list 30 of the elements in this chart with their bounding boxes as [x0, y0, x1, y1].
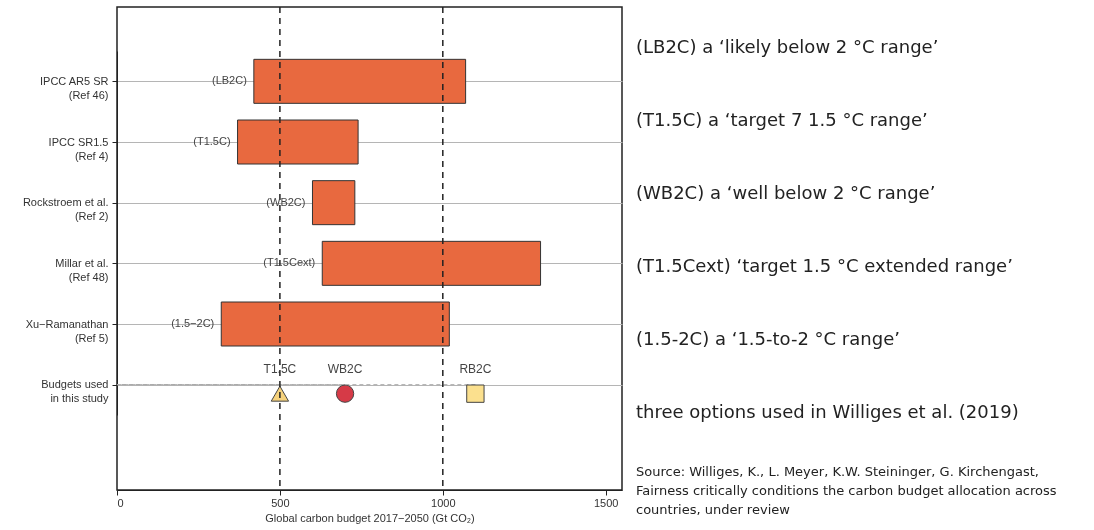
source-note: Source: Williges, K., L. Meyer, K.W. Steininger, G. Kirchengast, Fairness critically conditions the carbon budget allocation across countries, under review [636, 463, 1058, 519]
y-tick-label: Millar et al. (Ref 48) [55, 256, 109, 283]
annotation: (WB2C) [266, 195, 306, 208]
annotation: (T1.5C) [193, 135, 231, 147]
series-label: T1.5C [263, 361, 297, 376]
annotation: (LB2C) [211, 74, 247, 87]
series-label: WB2C [327, 361, 363, 376]
text: (T1.5C) a ‘target 7 1.5 °C range’ [636, 109, 928, 130]
y-tick-label: IPCC AR5 SR (Ref 46) [40, 74, 109, 101]
x-tick-label: 0 [117, 496, 124, 509]
series-label: RB2C [459, 361, 492, 376]
x-tick-label: 1000 [431, 496, 456, 509]
bar [253, 58, 467, 104]
bar [311, 180, 356, 226]
annotation: (1.5−2C) [171, 317, 215, 329]
text: (LB2C) a ‘likely below 2 °C range’ [636, 36, 939, 57]
x-tick-label: 1500 [593, 496, 619, 509]
y-tick-label: Budgets used in this study [41, 378, 109, 405]
text: three options used in Williges et al. (2019) [636, 401, 1019, 422]
text: (WB2C) a ‘well below 2 °C range’ [636, 182, 936, 203]
y-tick-label: IPCC SR1.5 (Ref 4) [48, 135, 109, 162]
y-tick-label: Rockstroem et al. (Ref 2) [22, 196, 109, 223]
y-tick-label: Xu−Ramanathan (Ref 5) [25, 317, 109, 344]
x-axis-title: Global carbon budget 2017−2050 (Gt CO₂) [265, 511, 475, 524]
x-tick-label: 500 [271, 496, 290, 509]
text: (1.5-2C) a ‘1.5-to-2 °C range’ [636, 328, 900, 349]
bar [220, 301, 450, 347]
bar [237, 119, 359, 165]
text: (T1.5Cext) ‘target 1.5 °C extended range’ [636, 255, 1013, 276]
bar [321, 240, 542, 286]
